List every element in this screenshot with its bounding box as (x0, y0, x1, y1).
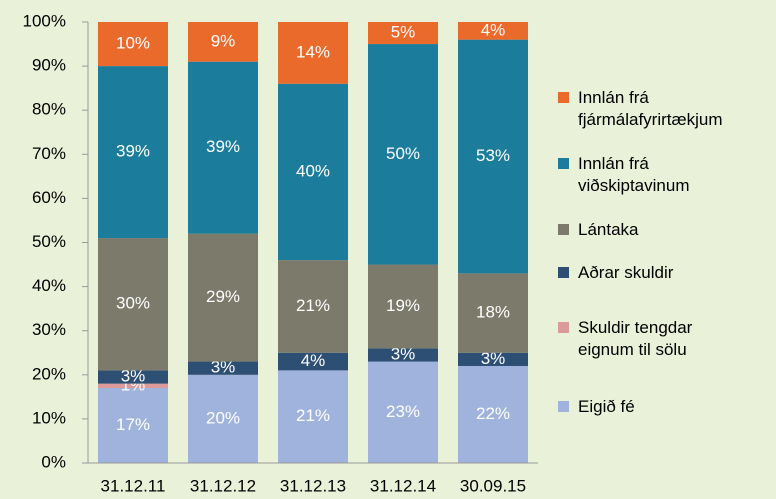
data-label: 21% (296, 406, 330, 425)
y-tick-label: 60% (32, 188, 66, 207)
data-label: 20% (206, 408, 240, 427)
bar-segment (458, 273, 528, 353)
bar-segment (278, 260, 348, 353)
data-label: 9% (211, 31, 236, 50)
bar-segment (188, 374, 258, 463)
data-label: 4% (481, 20, 506, 39)
legend-item: Eigið fé (558, 396, 750, 418)
legend-swatch (558, 322, 569, 333)
bar-segment (458, 39, 528, 274)
bar-segment (278, 370, 348, 463)
bar-segment (368, 22, 438, 45)
legend-label: Innlán frá fjármálafyrirtækjum (578, 88, 723, 129)
data-label: 10% (116, 34, 150, 53)
data-label: 3% (481, 349, 506, 368)
legend-swatch (558, 401, 569, 412)
data-label: 23% (386, 402, 420, 421)
bar-segment (98, 370, 168, 384)
y-tick-label: 30% (32, 320, 66, 339)
legend-item: Lántaka (558, 219, 750, 241)
bar-segment (98, 238, 168, 371)
legend-swatch (558, 158, 569, 169)
bar-segment (278, 83, 348, 261)
y-tick-label: 90% (32, 56, 66, 75)
data-label: 14% (296, 42, 330, 61)
x-tick-label: 31.12.14 (370, 476, 436, 495)
bar-segment (368, 361, 438, 463)
y-tick-label: 50% (32, 232, 66, 251)
y-tick-label: 10% (32, 408, 66, 427)
bar-segment (458, 22, 528, 40)
legend-label: Skuldir tengdar eignum til sölu (578, 318, 693, 359)
data-label: 53% (476, 146, 510, 165)
legend-item: Skuldir tengdar eignum til sölu (558, 317, 750, 361)
bar-segment (98, 66, 168, 239)
data-label: 22% (476, 404, 510, 423)
bar-segment (458, 365, 528, 463)
legend-item: Innlán frá fjármálafyrirtækjum (558, 87, 750, 131)
data-label: 30% (116, 294, 150, 313)
data-label: 5% (391, 23, 416, 42)
bar-segment (458, 352, 528, 366)
bar-segment (98, 22, 168, 67)
legend-item: Innlán frá viðskiptavinum (558, 153, 750, 197)
x-tick-label: 30.09.15 (460, 476, 526, 495)
y-tick-label: 40% (32, 276, 66, 295)
bar-segment (188, 233, 258, 362)
data-label: 3% (121, 366, 146, 385)
bar-segment (188, 61, 258, 234)
legend-label: Innlán frá viðskiptavinum (578, 154, 690, 195)
data-label: 3% (211, 358, 236, 377)
data-label: 50% (386, 144, 420, 163)
y-tick-label: 0% (41, 452, 66, 471)
data-label: 18% (476, 303, 510, 322)
y-tick-label: 100% (23, 11, 66, 30)
legend-swatch (558, 224, 569, 235)
bar-segment (188, 22, 258, 62)
data-label: 19% (386, 296, 420, 315)
data-label: 39% (206, 137, 240, 156)
y-tick-label: 70% (32, 144, 66, 163)
bar-segment (188, 361, 258, 375)
data-label: 29% (206, 287, 240, 306)
data-label: 39% (116, 142, 150, 161)
bar-segment (368, 348, 438, 362)
data-label: 3% (391, 344, 416, 363)
y-tick-label: 80% (32, 100, 66, 119)
data-label: 4% (301, 351, 326, 370)
legend-swatch (558, 267, 569, 278)
legend-label: Lántaka (578, 220, 639, 239)
bar-segment (98, 383, 168, 389)
legend-item: Aðrar skuldir (558, 262, 750, 284)
legend-swatch (558, 92, 569, 103)
bar-segment (278, 22, 348, 84)
data-label: 40% (296, 161, 330, 180)
bar-segment (98, 388, 168, 463)
data-label: 21% (296, 296, 330, 315)
data-label: 17% (116, 415, 150, 434)
legend-label: Aðrar skuldir (578, 263, 674, 282)
x-tick-label: 31.12.13 (280, 476, 346, 495)
bar-segment (368, 264, 438, 349)
y-tick-label: 20% (32, 364, 66, 383)
x-tick-label: 31.12.12 (190, 476, 256, 495)
x-tick-label: 31.12.11 (101, 476, 166, 495)
legend-label: Eigið fé (578, 397, 635, 416)
bar-segment (368, 44, 438, 265)
bar-segment (278, 352, 348, 371)
